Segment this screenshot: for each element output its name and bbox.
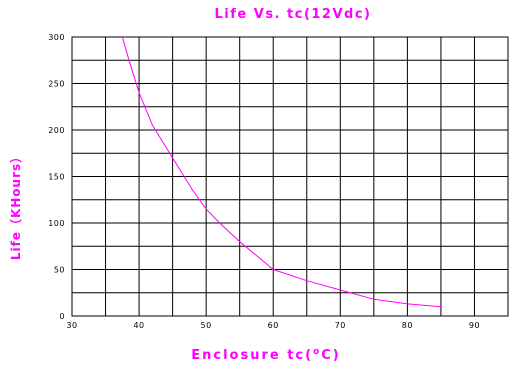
y-tick-label: 150	[48, 173, 65, 182]
y-tick-label: 300	[48, 33, 65, 42]
series-lines	[121, 36, 441, 308]
y-tick-label: 200	[48, 126, 65, 135]
y-tick-label: 250	[48, 80, 65, 89]
x-axis-label: Enclosure tc(oC)	[191, 347, 341, 363]
y-axis-label: Life（KHours）	[8, 150, 23, 260]
x-tick-labels: 30 40 50 60 70 80 90	[66, 321, 480, 330]
x-tick-label: 30	[66, 321, 77, 330]
series-line	[121, 36, 441, 308]
x-tick-label: 80	[402, 321, 413, 330]
y-tick-label: 0	[59, 312, 65, 321]
y-tick-labels: 0 50 100 150 200 250 300	[48, 33, 65, 321]
x-tick-label: 50	[201, 321, 212, 330]
plot-grid	[71, 36, 509, 317]
chart-title: Life Vs. tc(12Vdc)	[215, 7, 372, 22]
x-tick-label: 90	[469, 321, 480, 330]
plot-frame	[71, 36, 509, 317]
x-tick-label: 60	[268, 321, 279, 330]
x-tick-label: 70	[335, 321, 346, 330]
y-tick-label: 100	[48, 219, 65, 228]
x-tick-label: 40	[133, 321, 144, 330]
y-tick-label: 50	[54, 266, 65, 275]
